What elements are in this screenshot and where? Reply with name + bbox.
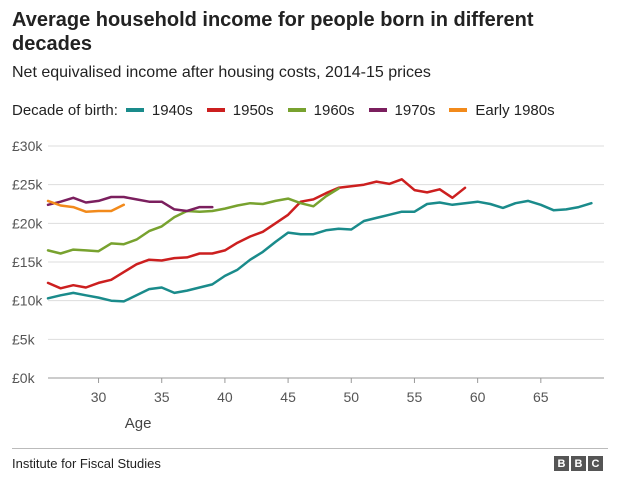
x-tick-label: 55 <box>407 389 423 405</box>
legend-item-early-1980s: Early 1980s <box>449 101 555 119</box>
y-tick-label: £20k <box>12 215 43 231</box>
legend: Decade of birth: 1940s 1950s 1960s 1970s… <box>12 100 569 120</box>
legend-label-early-1980s: Early 1980s <box>475 101 555 119</box>
legend-label-1950s: 1950s <box>232 101 274 119</box>
legend-item-1940s: 1940s <box>125 101 193 119</box>
x-tick-label: 30 <box>91 389 107 405</box>
series-line-1970s <box>46 195 214 213</box>
legend-item-1950s: 1950s <box>206 101 274 119</box>
legend-swatch-early-1980s <box>449 108 468 112</box>
legend-swatch-1970s <box>368 108 387 112</box>
bbc-logo: B B C <box>552 456 603 471</box>
legend-label-1970s: 1970s <box>394 101 436 119</box>
footer-divider <box>12 448 608 449</box>
y-tick-label: £30k <box>12 138 43 154</box>
legend-label-1960s: 1960s <box>313 101 355 119</box>
x-tick-label: 50 <box>343 389 359 405</box>
bbc-logo-block-b2: B <box>571 456 586 471</box>
x-axis-label: Age <box>125 415 152 432</box>
legend-title: Decade of birth: <box>12 101 118 119</box>
legend-item-1960s: 1960s <box>287 101 355 119</box>
series-line-1950s <box>46 178 467 290</box>
legend-item-1970s: 1970s <box>368 101 436 119</box>
source-credit: Institute for Fiscal Studies <box>12 456 161 471</box>
x-tick-label: 65 <box>533 389 549 405</box>
x-tick-label: 40 <box>217 389 233 405</box>
legend-label-1940s: 1940s <box>151 101 193 119</box>
bbc-logo-block-b1: B <box>554 456 569 471</box>
series-line-early-1980s <box>46 199 126 213</box>
y-tick-label: £15k <box>12 254 43 270</box>
legend-swatch-1940s <box>125 108 144 112</box>
y-tick-label: £25k <box>12 177 43 193</box>
legend-swatch-1960s <box>287 108 306 112</box>
y-tick-label: £5k <box>12 331 36 347</box>
x-tick-label: 45 <box>280 389 296 405</box>
chart-subtitle: Net equivalised income after housing cos… <box>12 64 431 81</box>
x-tick-label: 60 <box>470 389 486 405</box>
series-line-1960s <box>46 187 340 255</box>
line-chart: £0k £5k £10k £15k £20k £25k £30k 30 35 40 45 50 55 60… <box>12 138 604 432</box>
series-line-1940s <box>46 199 593 303</box>
x-tick-label: 35 <box>154 389 170 405</box>
legend-swatch-1950s <box>206 108 225 112</box>
y-tick-label: £0k <box>12 370 36 386</box>
y-tick-label: £10k <box>12 293 43 309</box>
bbc-logo-block-c: C <box>588 456 603 471</box>
chart-title: Average household income for people born… <box>12 9 534 55</box>
